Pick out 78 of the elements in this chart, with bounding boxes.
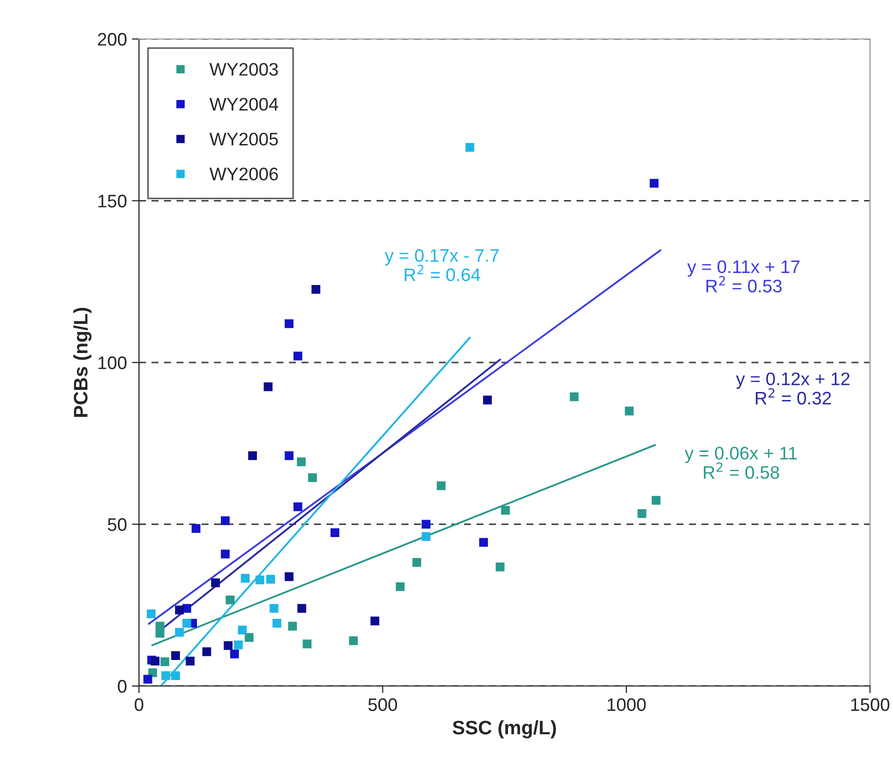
point [312,284,320,294]
x-tick-label: 0 [134,698,144,712]
point [146,609,156,618]
point [211,578,220,588]
point [255,576,264,584]
point [349,636,358,646]
point [220,516,230,526]
point [624,406,634,416]
point [224,641,233,650]
point [570,392,579,402]
point [234,640,243,650]
x-tick-label: 1500 [851,698,890,712]
point [412,558,422,567]
point [270,604,278,613]
text: y = 0.17x - 7.7 R$^{2}$ = 0.64 [384,249,499,282]
point [501,506,510,515]
text: y = 0.12x + 12 R$^{2}$ = 0.32 [736,372,850,405]
point [272,618,282,628]
y-tick-label: 200 [98,32,126,46]
x-tick-label: 500 [368,698,398,712]
point [175,606,184,614]
point [202,647,212,656]
point [182,618,192,628]
point [186,656,195,666]
series-label: y = 0.06x + 11 R$^{2}$ = 0.58 [684,446,797,479]
point [160,657,170,666]
point [143,674,152,684]
point [230,650,239,658]
point [652,496,660,505]
point [436,481,446,490]
point [293,502,302,512]
point [284,451,294,460]
point [150,656,160,666]
series-label: y = 0.11x + 17 R$^{2}$ = 0.53 [687,260,800,292]
point [192,524,200,533]
point [171,671,180,680]
legend-label: WY2004 [209,98,278,111]
legend-label: WY2003 [209,62,278,76]
point [330,528,340,538]
point [479,538,488,547]
y-axis-title: PCBs (ng/L) [73,308,92,417]
point [175,628,184,637]
point [284,319,294,328]
point [396,582,405,592]
legend-label: WY2005 [209,132,278,146]
point [226,596,235,604]
x-tick-label: 1000 [608,698,646,712]
point [240,574,250,583]
y-tick-label: 0 [118,680,126,693]
point [302,640,312,648]
point [171,651,180,660]
point [483,396,492,404]
point [297,604,306,613]
point [244,633,254,642]
point [496,562,505,572]
x-axis-title: SSC (mg/L) [452,720,556,738]
point [288,622,297,631]
point [422,520,430,529]
point [264,382,273,392]
point [293,352,302,360]
point [248,451,257,460]
legend-label: WY2006 [209,168,278,180]
y-tick-label: 50 [108,518,126,531]
point [156,628,164,638]
y-tick-label: 150 [98,194,126,208]
y-tick-label: 100 [98,356,126,370]
point [238,626,247,634]
point [370,616,380,626]
point [308,473,317,482]
point [284,572,294,582]
point [650,178,659,188]
point [296,457,306,466]
point [266,574,275,584]
point [466,142,474,152]
point [638,509,646,518]
point [220,550,230,558]
point [422,532,430,541]
point [161,671,170,680]
